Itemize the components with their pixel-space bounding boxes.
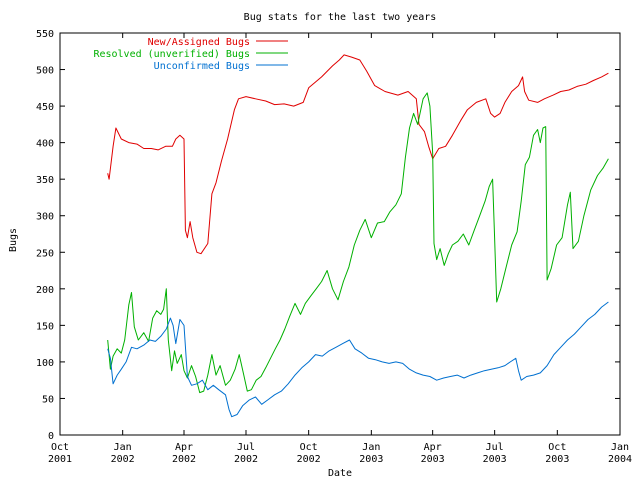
x-tick-label-year: 2002 [172,454,196,465]
x-tick-label-year: 2001 [48,454,72,465]
y-tick-label: 50 [42,394,54,405]
x-tick-label-year: 2003 [483,454,507,465]
x-tick-label-year: 2003 [359,454,383,465]
x-tick-label-month: Apr [424,442,442,453]
y-tick-label: 550 [36,29,54,40]
x-tick-label-month: Jan [611,442,629,453]
x-tick-label-month: Jul [237,442,255,453]
x-tick-label-month: Oct [300,442,318,453]
y-tick-label: 300 [36,212,54,223]
series-lines [107,54,609,418]
y-tick-label: 150 [36,321,54,332]
x-tick-label-year: 2002 [111,454,135,465]
y-tick-label: 450 [36,102,54,113]
x-axis-ticks: Oct2001Jan2002Apr2002Jul2002Oct2002Jan20… [48,33,632,465]
x-axis-label: Date [328,468,352,479]
legend-label-0: New/Assigned Bugs [148,37,250,48]
y-axis-label: Bugs [8,228,19,252]
legend-label-1: Resolved (unverified) Bugs [93,49,250,60]
y-tick-label: 500 [36,66,54,77]
x-tick-label-month: Jan [362,442,380,453]
series-line-0 [107,54,609,255]
y-tick-label: 250 [36,248,54,259]
plot-area-frame [59,32,621,436]
y-tick-label: 350 [36,175,54,186]
y-tick-label: 400 [36,139,54,150]
x-tick-label-year: 2003 [545,454,569,465]
legend-label-2: Unconfirmed Bugs [154,61,250,72]
x-tick-label-year: 2002 [234,454,258,465]
x-tick-label-year: 2002 [297,454,321,465]
x-tick-label-month: Oct [51,442,69,453]
series-line-1 [107,92,609,394]
x-tick-label-year: 2004 [608,454,632,465]
y-tick-label: 100 [36,358,54,369]
y-tick-label: 0 [48,431,54,442]
y-axis-ticks: 0 50 100 150 200 250 300 350 400 450 500 550 [36,29,620,442]
x-tick-label-year: 2003 [421,454,445,465]
chart-title: Bug stats for the last two years [244,12,437,23]
x-tick-label-month: Oct [548,442,566,453]
x-tick-label-month: Apr [175,442,193,453]
x-tick-label-month: Jul [486,442,504,453]
x-tick-label-month: Jan [114,442,132,453]
series-line-2 [107,301,609,418]
y-tick-label: 200 [36,285,54,296]
